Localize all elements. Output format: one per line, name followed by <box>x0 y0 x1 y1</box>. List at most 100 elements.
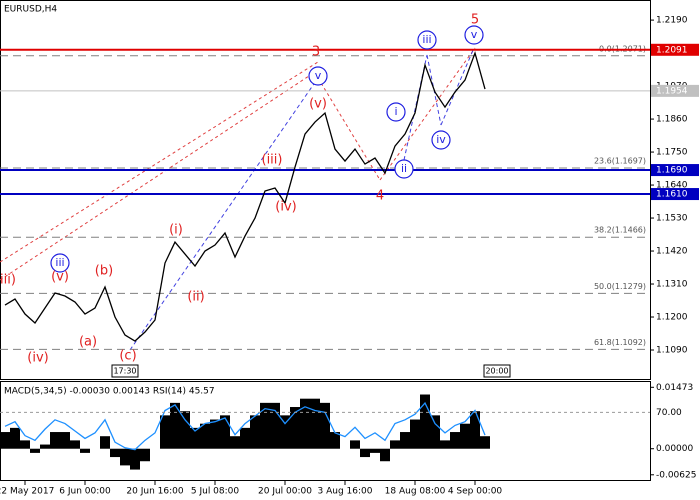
wave-label: (iv) <box>27 351 48 366</box>
macd-bar <box>260 402 270 449</box>
fib-label: 38.2(1.1466) <box>594 226 646 235</box>
macd-bar <box>330 432 340 449</box>
y-tick-label: 1.1310 <box>656 280 688 290</box>
y-tick-label: 1.2190 <box>656 16 688 26</box>
channel-line <box>0 61 319 263</box>
fib-label: 50.0(1.1279) <box>594 282 646 291</box>
macd-bar <box>110 448 120 458</box>
macd-bar <box>40 444 50 449</box>
level-box <box>651 43 699 56</box>
macd-bar <box>400 432 410 449</box>
y-tick-label: 1.1200 <box>656 313 688 323</box>
x-tick-label: 20 Jul 00:00 <box>258 487 312 497</box>
macd-bar <box>70 440 80 449</box>
wave-label: (a) <box>79 335 97 350</box>
wave-label: iv <box>436 133 446 146</box>
wave-label: ii <box>401 162 407 175</box>
y-tick-label: 0.00000 <box>656 444 693 454</box>
macd-bar <box>100 436 110 449</box>
wave-line <box>403 54 428 161</box>
macd-bar <box>140 448 150 462</box>
y-tick-label: -0.00625 <box>656 470 696 480</box>
macd-bar <box>420 394 430 449</box>
y-tick-label: 1.1420 <box>656 247 688 257</box>
level-label: 1.1690 <box>656 166 688 176</box>
x-tick-label: 18 Aug 08:00 <box>385 487 446 497</box>
macd-bar <box>160 415 170 449</box>
level-label: 1.1610 <box>656 190 688 200</box>
chart-title: EURUSD,H4 <box>4 5 57 15</box>
macd-bar <box>310 398 320 449</box>
wave-line <box>129 77 319 351</box>
level-box <box>651 188 699 201</box>
macd-bar <box>350 440 360 449</box>
wave-circle <box>417 30 437 50</box>
level-label: 1.2091 <box>656 45 688 55</box>
wave-label: (ii) <box>187 290 204 305</box>
wave-circle <box>394 159 414 179</box>
macd-bar <box>200 423 210 449</box>
fib-label: 23.6(1.1697) <box>594 156 646 165</box>
wave-label: v <box>471 28 478 41</box>
price-line <box>4 50 486 342</box>
wave-label: v <box>315 69 322 82</box>
wave-label: (c) <box>119 349 136 364</box>
y-tick-label: 0.01473 <box>656 383 693 393</box>
macd-bar <box>80 448 90 453</box>
macd-bar <box>220 415 230 449</box>
level-box <box>651 84 699 97</box>
macd-bar <box>50 432 60 449</box>
y-tick-label: 1.1640 <box>656 181 688 191</box>
x-tick-label: 5 Jul 08:00 <box>191 487 240 497</box>
wave-label: iii <box>422 33 431 46</box>
macd-bar <box>390 440 400 449</box>
wave-label: 5 <box>471 13 479 28</box>
level-box <box>651 164 699 177</box>
wave-label: iii) <box>0 273 16 288</box>
indicator-title: MACD(5,34,5) -0.00030 0.00143 RSI(14) 45… <box>4 387 215 397</box>
time-mark-box <box>111 364 139 378</box>
wave-label: (iii) <box>262 153 283 168</box>
wave-label: (v) <box>309 97 327 112</box>
wave-label: (i) <box>169 223 183 238</box>
fib-label: 0.0(1.2071) <box>599 44 646 53</box>
wave-label: (iv) <box>275 200 296 215</box>
macd-bar <box>250 415 260 449</box>
macd-bar <box>460 423 470 449</box>
macd-bar <box>210 419 220 449</box>
level-label: 1.1954 <box>656 86 688 96</box>
macd-bar <box>60 432 70 449</box>
macd-bar <box>410 419 420 449</box>
macd-bar <box>480 436 490 449</box>
macd-bar <box>170 402 180 449</box>
macd-bar <box>360 448 370 458</box>
macd-bar <box>300 398 310 449</box>
macd-bar <box>0 432 10 449</box>
wave-label: i <box>394 105 397 118</box>
wave-label: iii <box>55 256 64 269</box>
macd-bar <box>430 415 440 449</box>
y-tick-label: 1.1750 <box>656 148 688 158</box>
time-mark: 17:30 <box>113 367 136 376</box>
y-tick-label: 1.1860 <box>656 115 688 125</box>
x-tick-label: 20 Jun 16:00 <box>126 487 183 497</box>
macd-bar <box>130 448 140 470</box>
macd-bar <box>450 432 460 449</box>
x-tick-label: 22 May 2017 <box>0 487 54 497</box>
fib-label: 61.8(1.1092) <box>594 338 646 347</box>
macd-bar <box>370 448 380 453</box>
wave-label: 4 <box>376 189 384 204</box>
macd-bar <box>190 427 200 449</box>
wave-circle <box>50 253 70 273</box>
macd-bar <box>10 427 20 449</box>
x-tick-label: 4 Sep 00:00 <box>448 487 503 497</box>
macd-bar <box>440 440 450 449</box>
x-tick-label: 6 Jun 00:00 <box>59 487 111 497</box>
y-tick-label: 1.1090 <box>656 346 688 356</box>
wave-circle <box>308 66 328 86</box>
macd-bar <box>380 448 390 462</box>
macd-bar <box>470 411 480 449</box>
macd-bar <box>240 427 250 449</box>
